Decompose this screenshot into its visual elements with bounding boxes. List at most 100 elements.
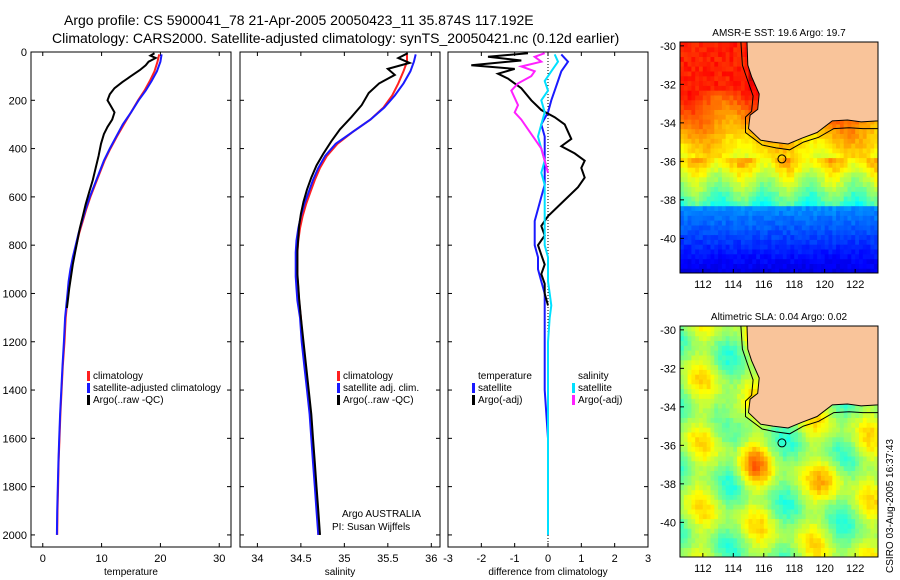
sst-map-cell (748, 224, 753, 231)
sst-map-ytick-label: -36 (660, 156, 676, 168)
sst-map-cell (748, 176, 753, 183)
sst-map-cell (733, 162, 738, 168)
sla-map-cell (756, 422, 761, 428)
sst-map-cell (851, 167, 856, 173)
sla-map-cell (714, 364, 719, 370)
sst-map-cell (721, 229, 727, 236)
sla-map-cell (752, 431, 757, 438)
sst-map-cell (851, 128, 856, 134)
sst-map-cell (855, 152, 860, 159)
sst-map-cell (702, 181, 708, 187)
sst-map-cell (828, 239, 833, 245)
sst-map-cell (779, 244, 784, 250)
sla-map-cell (752, 378, 757, 385)
sla-map-cell (706, 359, 712, 366)
sla-map-cell (805, 441, 811, 447)
sla-map-cell (832, 508, 837, 515)
sla-map-cell (855, 528, 860, 534)
sla-map-cell (859, 518, 864, 524)
sst-map-cell (725, 51, 731, 57)
sla-map-cell (771, 431, 776, 438)
sla-map-cell (813, 417, 818, 423)
sla-map-cell (820, 504, 826, 510)
sst-map-cell (836, 133, 841, 139)
sla-map-cell (744, 398, 750, 404)
sst-map-cell (809, 171, 814, 178)
sst-map-cell (714, 186, 719, 192)
sla-map-cell (725, 393, 731, 399)
sst-map-cell (805, 210, 811, 216)
sst-map-cell (714, 128, 719, 134)
sla-map-cell (832, 542, 837, 548)
sla-map-cell (714, 359, 719, 366)
sla-map-cell (843, 484, 849, 491)
sst-map-cell (851, 133, 856, 139)
sst-map-cell (786, 234, 791, 240)
sst-map-cell (695, 181, 700, 187)
sst-map-cell (775, 176, 780, 183)
sla-map-cell (737, 354, 742, 361)
sla-map-cell (748, 480, 753, 486)
sla-map-cell (680, 436, 685, 443)
sla-map-cell (744, 547, 750, 553)
sst-map-cell (817, 200, 822, 207)
sla-map-cell (760, 436, 765, 443)
sst-map-cell (859, 234, 864, 240)
sst-map-cell (786, 176, 791, 183)
sst-map-cell (760, 215, 765, 221)
sst-map-cell (737, 75, 742, 82)
sst-map-cell (790, 258, 795, 264)
sst-map-cell (771, 224, 776, 231)
sst-map-cell (691, 200, 696, 207)
sst-map-cell (695, 42, 700, 48)
sla-map-cell (744, 431, 750, 438)
sla-map-cell (836, 513, 841, 520)
sla-map-cell (847, 436, 852, 443)
sla-map-cell (721, 537, 727, 544)
sst-map-cell (859, 224, 864, 231)
sst-map-cell (760, 244, 765, 250)
sst-map-cell (779, 253, 784, 260)
sla-map-cell (843, 528, 849, 534)
sst-map-cell (855, 123, 860, 130)
sst-map-cell (820, 224, 826, 231)
sla-map-cell (680, 484, 685, 491)
sla-map-cell (721, 446, 727, 452)
sst-map-cell (691, 229, 696, 236)
sla-map-cell (847, 518, 852, 524)
sla-map-cell (859, 552, 864, 557)
sst-map-cell (874, 157, 878, 163)
sst-map-cell (737, 46, 742, 53)
sla-map-cell (859, 446, 864, 452)
sla-map-cell (763, 465, 769, 471)
sst-map-cell (687, 167, 692, 173)
sst-map-cell (847, 186, 852, 192)
sst-map-cell (782, 162, 788, 168)
sst-map-cell (767, 210, 772, 216)
sst-map-cell (706, 244, 712, 250)
sst-map-cell (805, 220, 811, 226)
sst-map-cell (721, 138, 727, 144)
sla-map-cell (836, 465, 841, 471)
sla-map-cell (839, 436, 845, 443)
sla-map-cell (737, 542, 742, 548)
sst-map-cell (699, 200, 704, 207)
sst-map-cell (794, 205, 799, 211)
sst-map-cell (718, 181, 723, 187)
sst-map-cell (744, 61, 750, 67)
sla-map-cell (702, 398, 708, 404)
sst-map-cell (699, 66, 704, 72)
sla-map-cell (779, 552, 784, 557)
sla-map-cell (851, 508, 856, 515)
sla-map-cell (760, 431, 765, 438)
sst-map-cell (798, 200, 803, 207)
sst-map-cell (832, 119, 837, 125)
sla-map-cell (687, 359, 692, 366)
sla-map-cell (767, 494, 772, 500)
sla-map-cell (680, 403, 685, 409)
sla-map-cell (702, 412, 708, 418)
sst-map-cell (771, 263, 776, 269)
sst-map-cell (691, 133, 696, 139)
sst-map-cell (721, 133, 727, 139)
sla-map-cell (786, 475, 791, 481)
